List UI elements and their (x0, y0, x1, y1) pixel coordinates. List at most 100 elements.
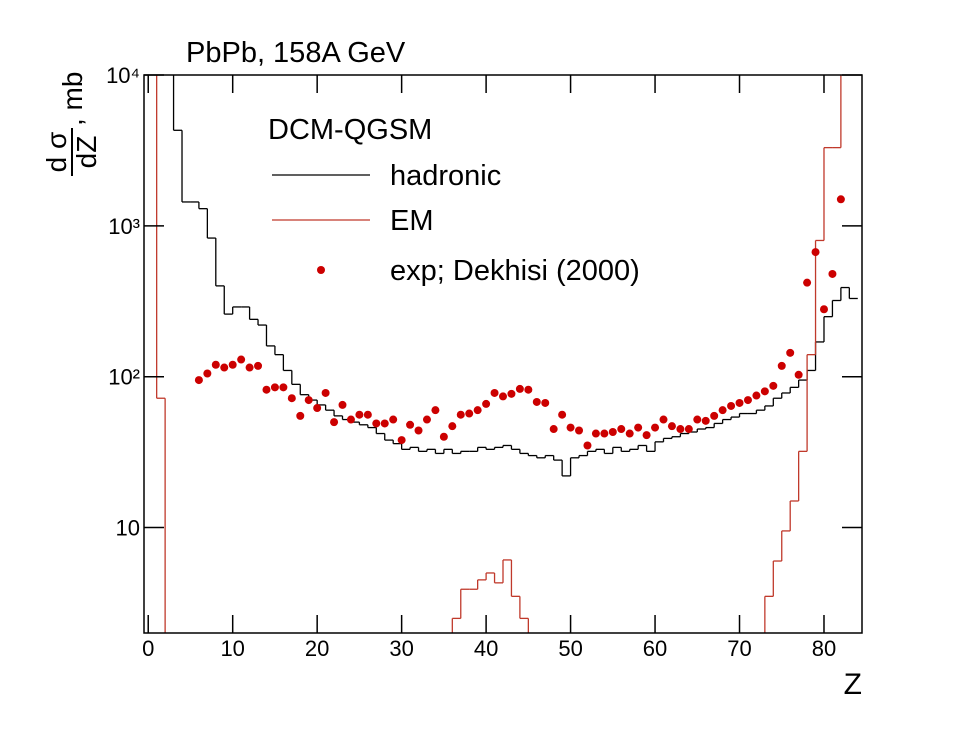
x-tick-label: 30 (389, 636, 413, 661)
data-point (743, 396, 752, 405)
data-point (211, 360, 220, 369)
y-tick-label: 10³ (108, 214, 140, 239)
data-point (287, 394, 296, 403)
data-point (786, 348, 795, 357)
data-point (406, 420, 415, 429)
y-tick-label: 10 (116, 516, 140, 541)
data-point (507, 389, 516, 398)
data-point (338, 400, 347, 409)
data-point (321, 388, 330, 397)
data-point (828, 269, 837, 278)
y-label-denominator: dZ (71, 136, 102, 169)
data-point (524, 385, 533, 394)
legend-label: hadronic (390, 160, 501, 192)
data-point (566, 423, 575, 432)
y-axis-label: d σ dZ , mb (41, 72, 102, 176)
data-point (270, 383, 279, 392)
data-point (600, 429, 609, 438)
data-point (819, 305, 828, 314)
x-tick-label: 70 (727, 636, 751, 661)
chart-title: PbPb, 158A GeV (186, 37, 406, 69)
data-point (651, 423, 660, 432)
data-point (676, 425, 685, 434)
data-point (617, 425, 626, 434)
data-point (414, 426, 423, 435)
data-point (380, 419, 389, 428)
data-point (667, 422, 676, 431)
data-point (203, 369, 212, 378)
data-point (296, 411, 305, 420)
data-point (304, 396, 313, 405)
plot-area (156, 75, 858, 633)
x-axis-label: Z (844, 668, 862, 701)
x-tick-label: 40 (474, 636, 498, 661)
y-label-numerator: d σ (41, 132, 72, 173)
data-point (541, 398, 550, 407)
data-point (499, 392, 507, 401)
data-point (490, 388, 499, 397)
data-point (583, 441, 592, 450)
data-point (769, 381, 778, 390)
y-tick-label: 10⁴ (106, 63, 140, 88)
data-point (558, 410, 567, 419)
data-point (634, 423, 643, 432)
data-point (515, 384, 524, 393)
data-point (279, 383, 288, 392)
data-point (659, 415, 668, 424)
plot-frame (143, 74, 863, 634)
legend-label: EM (390, 205, 434, 237)
legend-label: exp; Dekhisi (2000) (390, 255, 640, 287)
data-point (575, 426, 584, 435)
data-point (684, 425, 693, 434)
y-label-unit: , mb (57, 72, 88, 126)
data-point (245, 363, 254, 372)
data-point (752, 391, 761, 400)
data-point (625, 429, 634, 438)
data-point (448, 422, 457, 431)
data-point (422, 415, 431, 424)
data-point (473, 406, 482, 415)
legend-marker (317, 266, 325, 274)
data-point (549, 425, 558, 434)
x-tick-label: 0 (142, 636, 154, 661)
data-point (254, 361, 263, 370)
data-point (220, 363, 229, 372)
data-point (811, 248, 820, 257)
data-point (608, 427, 617, 436)
data-point (642, 431, 651, 440)
data-point (237, 355, 246, 364)
data-point (710, 411, 719, 420)
data-point (718, 406, 727, 415)
data-point (313, 404, 322, 413)
data-point (482, 399, 491, 408)
x-tick-label: 60 (643, 636, 667, 661)
x-tick-label: 50 (558, 636, 582, 661)
data-point (389, 415, 398, 424)
legend-title: DCM-QGSM (268, 114, 432, 146)
data-point (194, 376, 203, 385)
data-point (693, 415, 702, 424)
data-point (836, 195, 845, 204)
data-point (330, 418, 339, 427)
data-point (439, 432, 448, 441)
data-point (431, 406, 440, 415)
data-point (397, 436, 406, 445)
data-point (735, 398, 744, 407)
data-point (465, 409, 474, 418)
data-point (456, 410, 465, 419)
data-point (346, 415, 355, 424)
data-point (591, 429, 600, 438)
x-tick-label: 10 (220, 636, 244, 661)
data-point (262, 385, 271, 394)
x-tick-label: 20 (305, 636, 329, 661)
data-point (727, 401, 736, 410)
data-point (701, 416, 710, 425)
data-point (760, 387, 769, 396)
data-point (363, 410, 372, 419)
x-tick-label: 80 (812, 636, 836, 661)
data-point (794, 370, 803, 379)
data-point (777, 361, 786, 370)
data-point (372, 419, 381, 428)
data-point (228, 360, 237, 369)
